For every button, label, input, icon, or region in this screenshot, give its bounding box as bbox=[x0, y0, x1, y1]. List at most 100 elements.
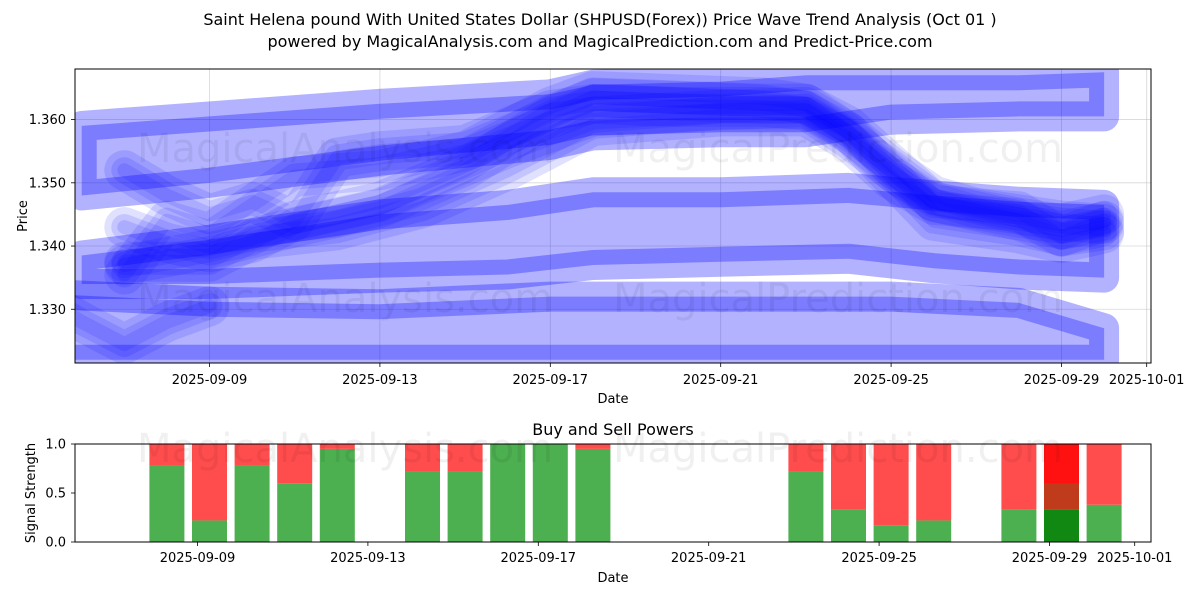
watermark-prediction-middle: MagicalPrediction.com bbox=[613, 276, 1063, 322]
chart-title: Saint Helena pound With United States Do… bbox=[203, 10, 996, 29]
wave-1-stroke-1 bbox=[111, 84, 1118, 278]
power-x-axis-label: Date bbox=[597, 571, 628, 586]
price-x-tick-label-2: 2025-09-17 bbox=[513, 373, 589, 388]
wave-3-stroke-2 bbox=[117, 99, 1112, 260]
sell-bar-2025-09-18 bbox=[575, 444, 611, 449]
buy-bar-2025-09-08 bbox=[149, 465, 185, 542]
buy-bar-2025-09-28 bbox=[1001, 509, 1037, 542]
power-y-axis: 0.0 0.5 1.0 bbox=[45, 438, 75, 551]
wave-4-stroke-0 bbox=[104, 96, 1125, 282]
watermark-analysis-middle: MagicalAnalysis.com bbox=[137, 276, 553, 322]
wave-3-stroke-1 bbox=[111, 93, 1118, 266]
buy-bar-2025-09-24 bbox=[831, 509, 866, 542]
buy-bar-2025-09-16 bbox=[490, 444, 526, 542]
buy-bar-2025-09-29 bbox=[1044, 509, 1079, 542]
power-x-tick-label-4: 2025-09-25 bbox=[841, 551, 917, 566]
watermark-prediction-top: MagicalPrediction.com bbox=[613, 126, 1063, 172]
wave-5-stroke-2 bbox=[117, 84, 1112, 282]
price-x-axis: 2025-09-09 2025-09-13 2025-09-17 2025-09-21… bbox=[172, 363, 1185, 388]
sell-bar-2025-09-25 bbox=[873, 444, 909, 526]
power-y-axis-label: Signal Strength bbox=[24, 443, 39, 543]
wave-1-stroke-2 bbox=[117, 90, 1112, 272]
wave-4-stroke-1 bbox=[111, 103, 1118, 275]
wave-4-stroke-2 bbox=[117, 109, 1112, 269]
buy-bar-2025-09-30 bbox=[1086, 504, 1122, 542]
buy-bar-2025-09-09 bbox=[192, 520, 227, 542]
wave-5-stroke-1 bbox=[111, 78, 1118, 288]
sell-bar-2025-09-23 bbox=[788, 444, 824, 472]
chart-subtitle: powered by MagicalAnalysis.com and Magic… bbox=[267, 32, 932, 51]
wave-3-stroke-0 bbox=[104, 86, 1125, 273]
wave-2-stroke-2 bbox=[117, 96, 1112, 231]
buy-bar-2025-09-17 bbox=[532, 444, 568, 542]
price-x-tick-label-1: 2025-09-13 bbox=[342, 373, 418, 388]
wave-6-stroke-1 bbox=[75, 293, 223, 357]
wave-2-stroke-0 bbox=[104, 83, 1125, 244]
price-x-axis-label: Date bbox=[597, 392, 628, 407]
price-plot-frame bbox=[74, 68, 1152, 364]
sell-bar-2025-09-12 bbox=[319, 444, 355, 449]
wave-6-stroke-2 bbox=[75, 299, 217, 351]
price-y-tick-label-3: 1.360 bbox=[29, 113, 66, 128]
price-grid bbox=[75, 69, 1151, 363]
price-x-tick-label-5: 2025-09-29 bbox=[1024, 373, 1100, 388]
power-y-tick-label-2: 1.0 bbox=[45, 438, 66, 453]
price-y-axis: 1.330 1.340 1.350 1.360 bbox=[29, 113, 75, 318]
sell-bar-2025-09-26 bbox=[916, 444, 952, 521]
sell-bar-2025-09-14 bbox=[405, 444, 440, 472]
watermark-analysis-bottom: MagicalAnalysis.com bbox=[137, 426, 553, 472]
buy-bar-2025-09-26 bbox=[916, 520, 952, 542]
sell-bar-2025-09-15 bbox=[447, 444, 483, 472]
price-waves bbox=[75, 71, 1125, 363]
price-x-tick-label-6: 2025-10-01 bbox=[1109, 373, 1185, 388]
buy-bar-2025-09-14 bbox=[405, 471, 440, 542]
power-bars bbox=[149, 444, 1122, 542]
power-x-tick-label-3: 2025-09-21 bbox=[671, 551, 747, 566]
lower-band bbox=[75, 280, 1120, 363]
sell-bar-2025-09-08 bbox=[149, 444, 185, 466]
power-x-tick-label-2: 2025-09-17 bbox=[501, 551, 577, 566]
wave-2-stroke-1 bbox=[111, 90, 1118, 237]
sell-bar-2025-09-11 bbox=[277, 444, 313, 484]
sell-bar-2025-09-10 bbox=[234, 444, 270, 466]
power-x-tick-label-1: 2025-09-13 bbox=[330, 551, 406, 566]
power-x-tick-label-0: 2025-09-09 bbox=[160, 551, 236, 566]
power-x-tick-label-5: 2025-09-29 bbox=[1012, 551, 1088, 566]
power-x-tick-label-6: 2025-10-01 bbox=[1097, 551, 1173, 566]
price-wave-chart: MagicalAnalysis.com MagicalPrediction.co… bbox=[16, 68, 1185, 407]
sell-bar-2025-09-28 bbox=[1001, 444, 1037, 510]
price-y-axis-label: Price bbox=[16, 200, 31, 232]
buy-sell-power-chart: Buy and Sell Powers MagicalAnalysis.com … bbox=[24, 420, 1172, 586]
wave-5-stroke-0 bbox=[104, 71, 1125, 295]
sell-bar-2025-09-09 bbox=[192, 444, 227, 521]
price-plot-background bbox=[75, 69, 1151, 363]
sell-bar-2025-09-30 bbox=[1086, 444, 1122, 505]
buy-bar-2025-09-25 bbox=[873, 525, 909, 542]
power-y-tick-label-1: 0.5 bbox=[45, 487, 66, 502]
price-bands bbox=[75, 69, 1120, 363]
price-x-tick-label-4: 2025-09-25 bbox=[853, 373, 929, 388]
buy-bar-2025-09-10 bbox=[234, 465, 270, 542]
buy-bar-2025-09-15 bbox=[447, 471, 483, 542]
price-y-tick-label-1: 1.340 bbox=[29, 240, 66, 255]
price-x-tick-label-0: 2025-09-09 bbox=[172, 373, 248, 388]
price-y-tick-label-2: 1.350 bbox=[29, 176, 66, 191]
power-chart-title: Buy and Sell Powers bbox=[532, 420, 694, 439]
wave-1-stroke-0 bbox=[104, 77, 1125, 285]
buy-bar-2025-09-23 bbox=[788, 471, 824, 542]
sell-bar-2025-09-24 bbox=[831, 444, 866, 510]
price-y-tick-label-0: 1.330 bbox=[29, 303, 66, 318]
middle-band bbox=[75, 172, 1120, 299]
buy-bar-2025-09-12 bbox=[319, 448, 355, 542]
overlap-bar-2025-09-29 bbox=[1044, 483, 1079, 510]
buy-bar-2025-09-11 bbox=[277, 483, 313, 542]
watermark-analysis-top: MagicalAnalysis.com bbox=[137, 126, 553, 172]
upper-band bbox=[75, 69, 1120, 211]
watermark-prediction-bottom: MagicalPrediction.com bbox=[613, 426, 1063, 472]
buy-bar-2025-09-18 bbox=[575, 448, 611, 542]
wave-6-stroke-0 bbox=[75, 286, 230, 363]
power-y-tick-label-0: 0.0 bbox=[45, 536, 66, 551]
power-x-axis: 2025-09-09 2025-09-13 2025-09-17 2025-09-21… bbox=[160, 542, 1173, 566]
price-x-tick-label-3: 2025-09-21 bbox=[683, 373, 759, 388]
